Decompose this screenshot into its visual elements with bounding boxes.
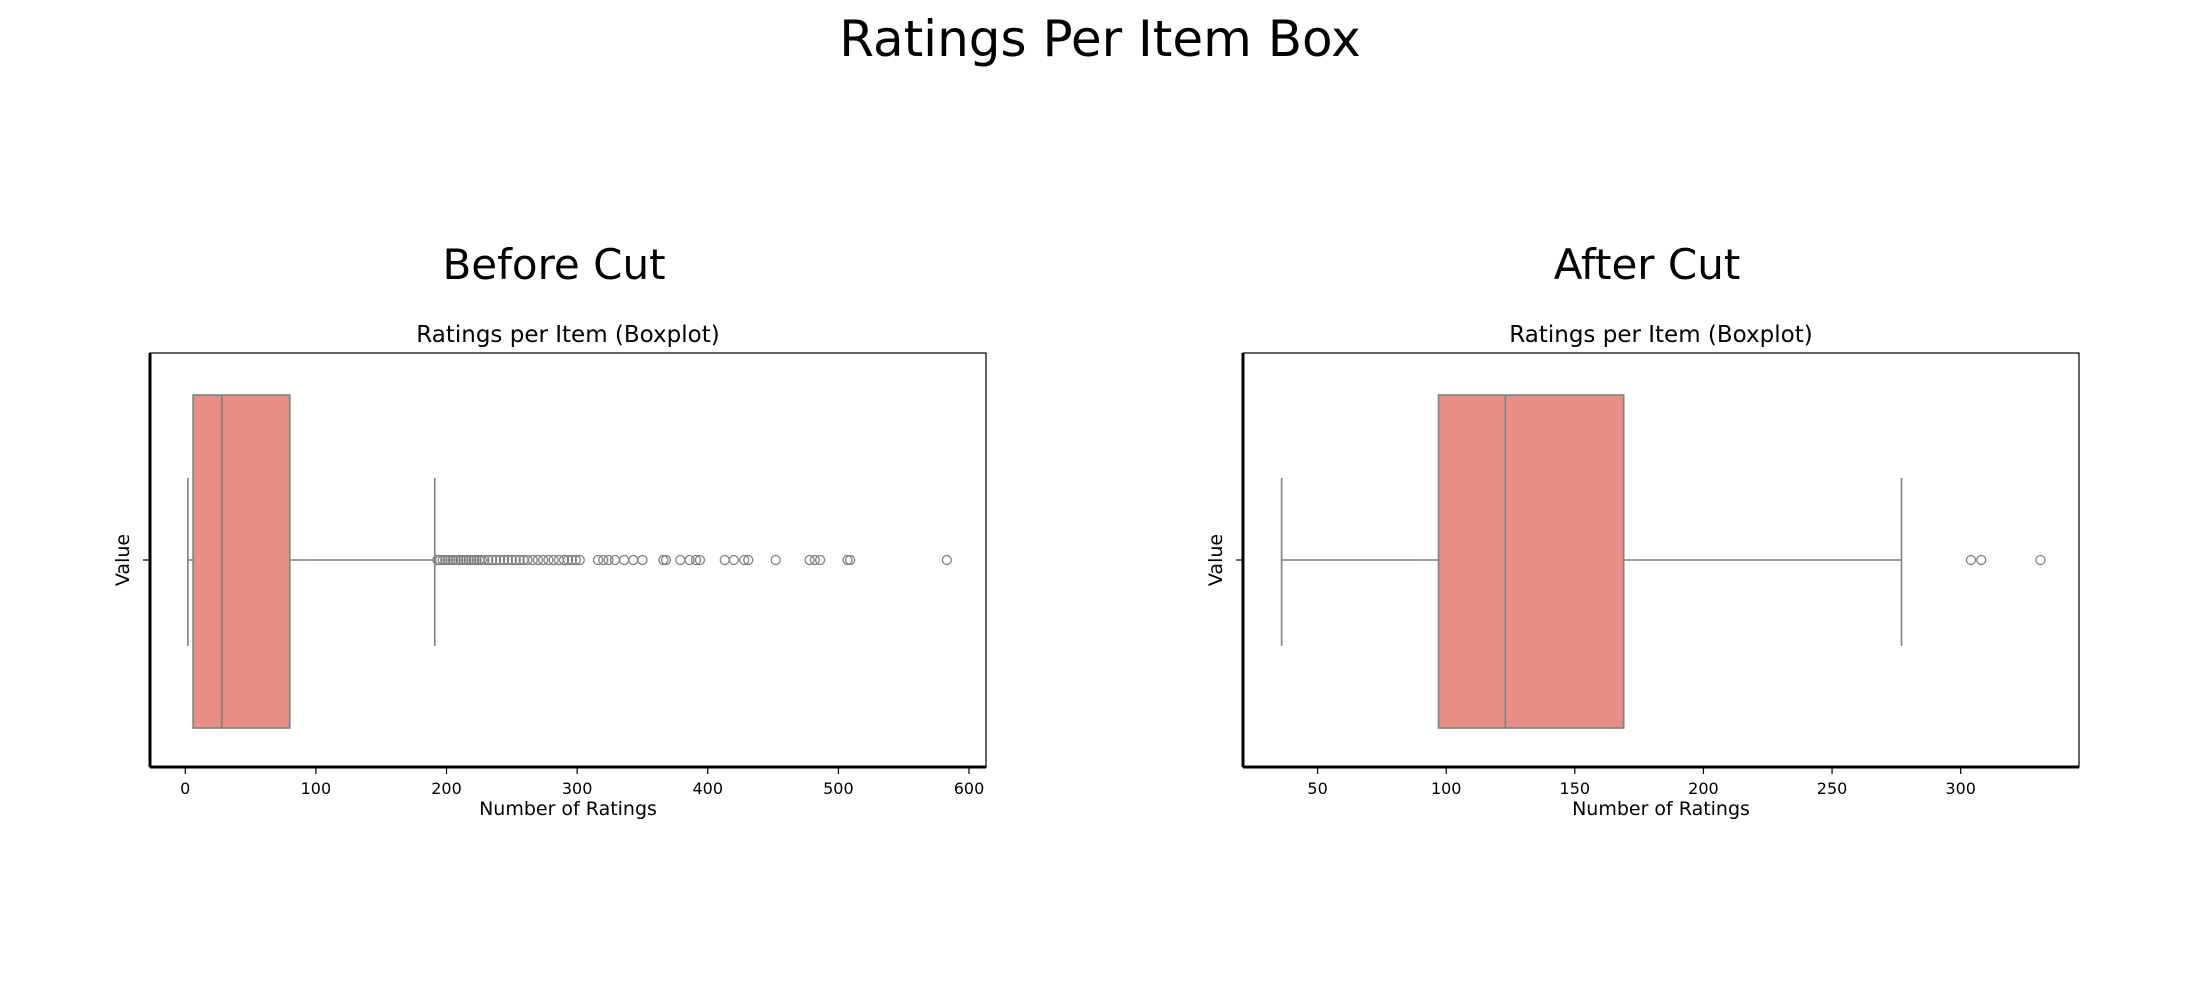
outlier-point [566, 554, 578, 566]
outlier-point [453, 554, 464, 566]
x-ticks-before-cut: 0 100 200 300 400 500 600 [180, 767, 984, 798]
outlier-point [483, 554, 494, 566]
x-tick-label: 500 [823, 779, 854, 798]
outlier-point [510, 554, 521, 566]
outlier-point [458, 554, 469, 566]
outlier-point [432, 554, 443, 566]
figure-title: Ratings Per Item Box [839, 10, 1360, 68]
outlier-point [743, 554, 754, 566]
outlier-point [463, 554, 474, 566]
outlier-point [574, 554, 585, 566]
outlier-point [538, 554, 549, 566]
outlier-point [728, 554, 740, 566]
panel-after-cut: After Cut Ratings per Item (Boxplot) 50 1… [1205, 240, 2080, 820]
outlier-point [548, 554, 559, 566]
outlier-point [543, 554, 554, 566]
outlier-point [498, 554, 510, 566]
outlier-point [558, 554, 570, 566]
panel-title-after-cut: After Cut [1554, 240, 1741, 289]
x-tick-label: 250 [1817, 779, 1848, 798]
x-axis-label-after-cut: Number of Ratings [1572, 798, 1750, 820]
outlier-point [660, 554, 672, 566]
outlier-point [468, 554, 480, 566]
x-tick-label: 400 [692, 779, 723, 798]
outlier-point [739, 554, 750, 566]
outlier-point [471, 554, 482, 566]
outlier-point [842, 554, 853, 566]
x-tick-label: 300 [562, 779, 593, 798]
x-tick-label: 50 [1307, 779, 1327, 798]
outlier-point [487, 554, 498, 566]
outlier-point [506, 554, 517, 566]
outlier-point [562, 554, 574, 566]
panel-before-cut: Before Cut Ratings per Item (Boxplot) 0 1… [112, 240, 987, 820]
outlier-point [845, 554, 856, 566]
y-axis-label-before-cut: Value [112, 534, 134, 586]
x-tick-label: 200 [1688, 779, 1719, 798]
outlier-point [684, 554, 695, 566]
outlier-point [637, 554, 648, 566]
outlier-point [592, 554, 604, 566]
outlier-point [527, 554, 538, 566]
outlier-point [598, 554, 609, 566]
outlier-point [442, 554, 453, 566]
outlier-point [804, 554, 815, 566]
outlier-point [440, 554, 451, 566]
panel-title-before-cut: Before Cut [442, 240, 665, 289]
chart-title-after-cut: Ratings per Item (Boxplot) [1509, 322, 1812, 348]
outlier-point [479, 554, 490, 566]
outlier-point [658, 554, 669, 566]
outlier-point [445, 554, 456, 566]
outlier-point [447, 554, 459, 566]
x-tick-label: 150 [1560, 779, 1591, 798]
outlier-point [1965, 554, 1977, 566]
chart-title-before-cut: Ratings per Item (Boxplot) [416, 322, 719, 348]
x-tick-label: 0 [180, 779, 190, 798]
outlier-point [770, 554, 781, 566]
iqr-box [192, 394, 291, 729]
x-tick-label: 300 [1945, 779, 1976, 798]
outlier-point [814, 554, 826, 566]
x-ticks-after-cut: 50 100 150 200 250 300 [1307, 767, 1976, 798]
iqr-box [1437, 394, 1625, 729]
outlier-point [491, 554, 502, 566]
x-axis-label-before-cut: Number of Ratings [479, 798, 657, 820]
outlier-point [455, 554, 467, 566]
outlier-point [603, 554, 614, 566]
box-marks-after-cut [1280, 394, 2046, 729]
outlier-point [434, 554, 446, 566]
outlier-point [522, 554, 533, 566]
outlier-point [514, 554, 525, 566]
outlier-point [466, 554, 477, 566]
outlier-point [2035, 554, 2046, 566]
x-tick-label: 100 [1431, 779, 1462, 798]
outlier-point [494, 554, 506, 566]
y-axis-label-after-cut: Value [1205, 534, 1227, 586]
outlier-point [694, 554, 706, 566]
outlier-point [450, 554, 461, 566]
outlier-point [570, 554, 581, 566]
outlier-point [690, 554, 702, 566]
outlier-point [460, 554, 472, 566]
x-tick-label: 200 [431, 779, 462, 798]
outlier-point [502, 554, 514, 566]
outlier-point [437, 554, 448, 566]
box-marks-before-cut [187, 394, 952, 729]
outlier-point [532, 554, 544, 566]
x-tick-label: 600 [954, 779, 985, 798]
outlier-point [809, 554, 821, 566]
outlier-point [476, 554, 487, 566]
outlier-point [941, 554, 952, 566]
outlier-point [1976, 554, 1987, 566]
x-tick-label: 100 [301, 779, 332, 798]
